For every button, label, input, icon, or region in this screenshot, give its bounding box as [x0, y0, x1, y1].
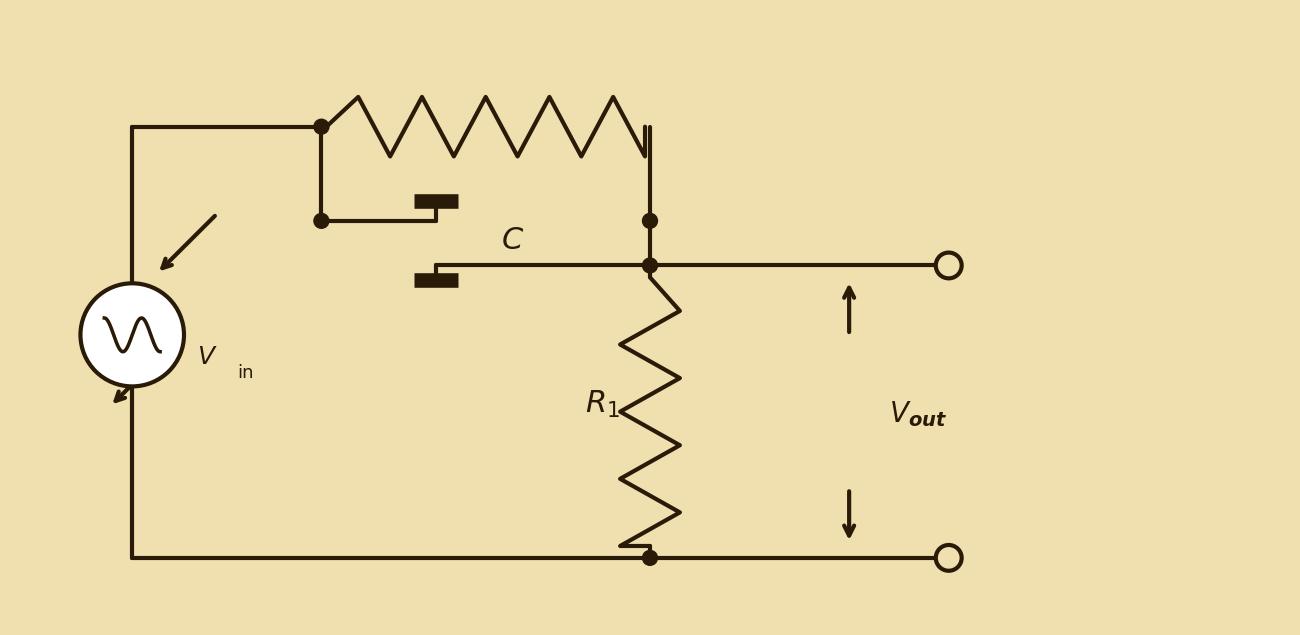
- Circle shape: [313, 119, 329, 134]
- Circle shape: [642, 551, 658, 565]
- Text: $R_1$: $R_1$: [585, 389, 620, 420]
- Circle shape: [642, 213, 658, 229]
- Circle shape: [936, 545, 962, 571]
- Text: $C$: $C$: [500, 226, 524, 255]
- Text: in: in: [237, 363, 254, 382]
- Circle shape: [81, 283, 185, 386]
- Text: $V$: $V$: [196, 345, 217, 369]
- Circle shape: [936, 253, 962, 278]
- Circle shape: [642, 258, 658, 273]
- Circle shape: [313, 213, 329, 229]
- Text: $V\mathregular{_{out}}$: $V\mathregular{_{out}}$: [889, 399, 948, 429]
